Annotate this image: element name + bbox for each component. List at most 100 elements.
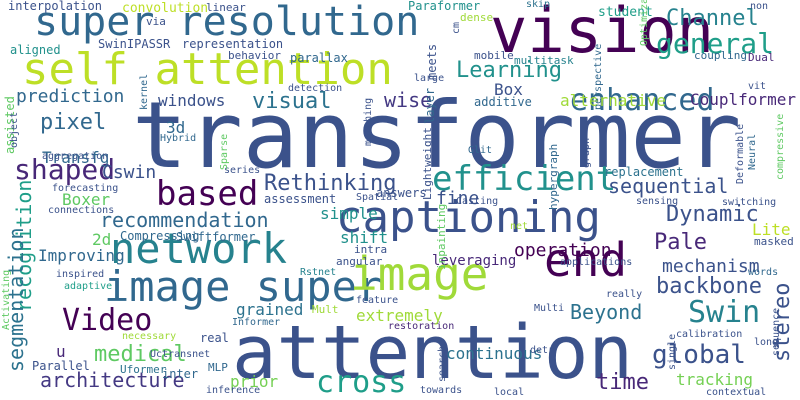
word: graph	[581, 137, 592, 168]
word: wise	[384, 88, 433, 112]
word: grained	[236, 300, 304, 319]
word: Spatial	[356, 192, 399, 203]
word: sequential	[608, 174, 729, 198]
word: inpainting	[435, 203, 448, 270]
word: Neural	[747, 133, 758, 170]
word: Uctransnet	[150, 349, 211, 360]
word: applications	[560, 257, 633, 268]
word: Informer	[232, 317, 281, 328]
word: Boxer	[62, 190, 111, 209]
word: kernel	[139, 73, 150, 110]
word: 3d	[166, 118, 186, 137]
word: recommendation	[100, 208, 269, 232]
word: Mult	[312, 303, 339, 316]
word: operation	[514, 240, 612, 261]
word: efficient	[432, 159, 617, 199]
word: aggregation	[42, 151, 109, 162]
word: necessary	[122, 331, 177, 342]
word: real	[200, 331, 229, 345]
word: compressive	[775, 113, 786, 180]
word: series	[224, 165, 261, 176]
word: Deformable	[735, 123, 746, 184]
word: detr	[530, 345, 555, 356]
word: prediction	[16, 86, 125, 107]
word: Paraformer	[408, 0, 481, 13]
word: forecasting	[52, 183, 119, 194]
word: global	[652, 340, 746, 370]
word: Video	[62, 303, 153, 338]
word: convolution	[122, 1, 209, 16]
word: based	[156, 174, 259, 214]
word: intra	[354, 243, 388, 256]
word: towards	[420, 385, 463, 396]
word: feature	[356, 295, 399, 306]
word: mechanism	[662, 256, 760, 277]
word: student	[598, 5, 653, 20]
word: search	[437, 345, 448, 382]
word: restoration	[388, 321, 455, 332]
word: alternative	[560, 91, 666, 110]
word: vision	[490, 0, 714, 67]
word: shift	[340, 228, 389, 247]
word: backbone	[656, 274, 762, 299]
word: Cswin	[102, 162, 157, 183]
word: masked	[754, 235, 794, 248]
word: switching	[722, 197, 777, 208]
word: perspective	[593, 43, 604, 110]
word: Improving	[38, 246, 125, 265]
word: sensing	[636, 196, 679, 207]
word: detection	[288, 83, 343, 94]
word: Compressing	[120, 229, 200, 243]
word: Sparse	[219, 133, 230, 170]
word: end	[544, 233, 628, 287]
word: net	[510, 221, 529, 232]
word: Dual	[748, 51, 775, 64]
word: attention	[232, 310, 633, 396]
word: Channel	[666, 6, 759, 31]
word: Optimization	[639, 0, 650, 46]
word: u	[56, 342, 66, 361]
word: hypergraph	[547, 143, 560, 210]
word: single	[667, 333, 678, 370]
word: fine	[436, 188, 480, 209]
word: large	[414, 73, 445, 84]
word: answers	[376, 186, 427, 200]
word: time	[596, 370, 649, 395]
word: architecture	[40, 368, 185, 392]
word: Learning	[456, 58, 562, 83]
word: leveraging	[432, 253, 517, 269]
word: extremely	[356, 306, 443, 325]
word: Glit	[468, 145, 493, 156]
word: object	[9, 111, 20, 148]
word: contextual	[706, 387, 767, 398]
word: aligned	[10, 43, 61, 57]
word: visual	[252, 89, 332, 114]
word: Beyond	[570, 300, 643, 324]
word: layer	[423, 87, 437, 124]
word: linear	[206, 1, 246, 14]
word: shaped	[14, 153, 116, 186]
word: pixel	[40, 110, 107, 135]
word: image	[350, 247, 489, 301]
word: additive	[474, 95, 532, 109]
word: Casting	[456, 196, 499, 207]
word: Swiftformer	[176, 230, 256, 244]
word: dense	[460, 11, 494, 24]
word: simple	[320, 204, 378, 223]
word: coupling	[694, 49, 747, 62]
word: representation	[182, 37, 284, 51]
word: captioning	[336, 192, 601, 243]
word: really	[606, 289, 643, 300]
word: transformer	[132, 82, 742, 189]
word: mobile	[474, 49, 514, 62]
word: Box	[494, 80, 523, 99]
word: inspired	[56, 269, 105, 280]
word: Multi	[534, 303, 565, 314]
word: Dynamic	[666, 202, 759, 227]
word: medical	[94, 342, 187, 367]
word: via	[146, 15, 166, 28]
word: prior	[230, 372, 279, 391]
word: behavior	[228, 49, 281, 62]
word: self attention	[22, 44, 393, 95]
word: continuous	[446, 344, 543, 363]
